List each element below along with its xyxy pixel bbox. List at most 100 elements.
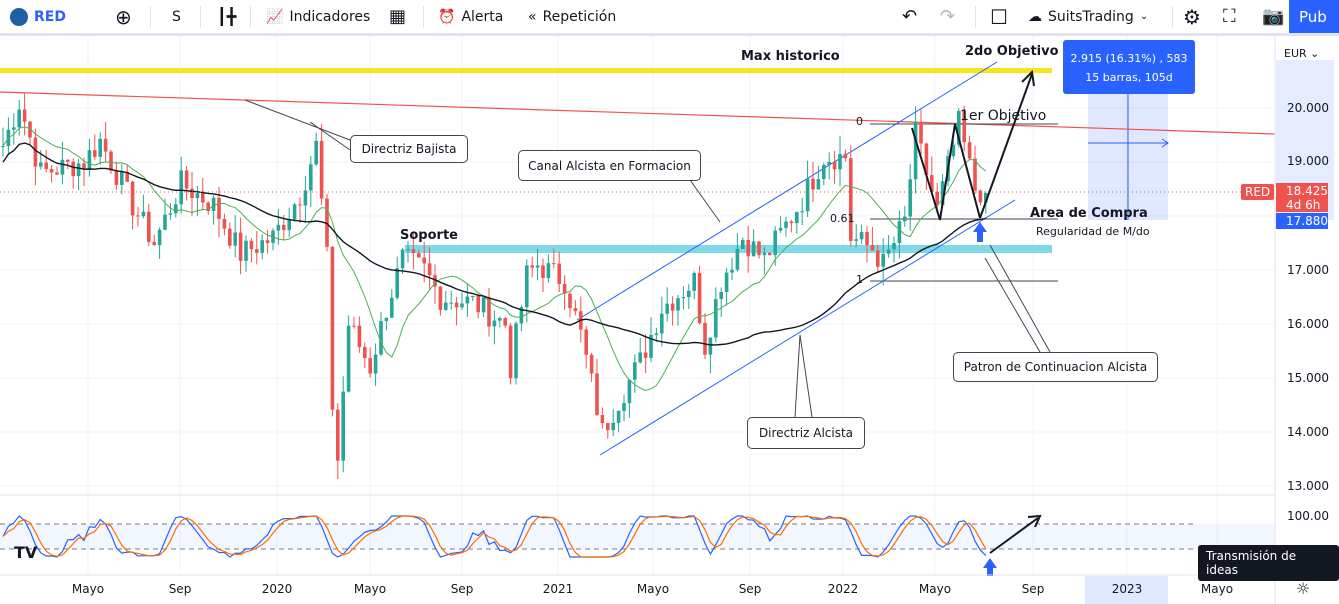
candle-body <box>411 249 416 254</box>
candle-body <box>152 241 156 246</box>
candle-body <box>39 162 43 167</box>
last-price: 18.425 <box>1286 184 1328 198</box>
channel-upper-line[interactable] <box>576 61 998 321</box>
candle-body <box>616 410 621 423</box>
callout-pointer <box>794 334 801 418</box>
directriz-alcista-callout[interactable]: Directriz Alcista <box>747 417 865 449</box>
max-historico-label: Max historico <box>741 49 840 64</box>
gear-icon[interactable]: ⚙ <box>1183 4 1201 29</box>
max-historico-band[interactable] <box>0 68 1052 73</box>
candle-body <box>665 303 669 314</box>
candles-icon[interactable]: ┃╋ <box>217 7 237 26</box>
candles <box>1 92 988 480</box>
expand-icon[interactable]: ⛶ <box>1223 6 1236 27</box>
candle-body <box>795 212 799 224</box>
target-arrow[interactable] <box>979 73 1033 219</box>
patron-callout[interactable]: Patron de Continuacion Alcista <box>953 352 1158 382</box>
time-tick: Mayo <box>71 582 105 596</box>
toolbar-divider <box>975 6 976 28</box>
toolbar-divider <box>250 6 251 28</box>
countdown: 4d 6h <box>1286 198 1321 212</box>
time-tick: Mayo <box>636 582 670 596</box>
undo-icon[interactable]: ↶ <box>902 6 918 27</box>
candle-body <box>568 293 572 309</box>
candle-body <box>487 297 491 327</box>
price-tick: 15.000 <box>1287 371 1329 385</box>
candle-body <box>492 320 497 327</box>
last-price-label: 18.425 4d 6h <box>1276 183 1328 212</box>
candle-body <box>546 263 551 278</box>
candle-body <box>449 302 453 304</box>
candle-body <box>33 137 38 167</box>
directriz-bajista-line[interactable] <box>0 91 1276 135</box>
interval-button[interactable]: S <box>172 8 181 25</box>
candle-body <box>346 325 351 392</box>
currency-button[interactable]: EUR ⌄ <box>1284 47 1319 60</box>
candle-body <box>892 243 896 250</box>
channel-lower-line[interactable] <box>599 199 1016 456</box>
candle-body <box>606 423 610 431</box>
candle-body <box>973 158 977 191</box>
chart-icon: 📈 <box>266 8 284 25</box>
candle-body <box>249 240 254 250</box>
camera-icon[interactable]: 📷 <box>1262 6 1285 27</box>
time-tick: Mayo <box>1200 582 1234 596</box>
zigzag-pattern[interactable] <box>911 123 981 221</box>
layouts-icon[interactable]: ▦ <box>389 6 407 27</box>
candle-body <box>600 414 605 424</box>
top-toolbar: RED ⊕ S ┃╋ 📈 Indicadores ▦ ⏰ Alerta « Repet… <box>0 0 1339 36</box>
candle-body <box>98 138 102 157</box>
account-button[interactable]: ☁ SuitsTrading ⌄ <box>1028 0 1148 33</box>
candle-body <box>309 164 313 191</box>
candle-body <box>314 140 318 165</box>
candle-body <box>962 110 966 143</box>
candle-body <box>800 211 804 213</box>
candle-body <box>751 241 756 257</box>
redo-icon[interactable]: ↷ <box>940 6 956 27</box>
candle-body <box>865 232 869 245</box>
directriz-bajista-callout[interactable]: Directriz Bajista <box>350 135 468 163</box>
cloud-icon: ☁ <box>1028 8 1042 25</box>
candle-body <box>552 263 556 265</box>
canal-callout[interactable]: Canal Alcista en Formacion <box>518 150 701 181</box>
candle-body <box>336 409 340 461</box>
indicators-button[interactable]: 📈 Indicadores <box>266 0 370 33</box>
callout-pointer <box>689 179 721 223</box>
replay-button[interactable]: « Repetición <box>528 0 616 33</box>
candle-body <box>778 227 783 231</box>
candle-body <box>654 333 659 335</box>
candle-body <box>368 358 372 374</box>
symbol-button[interactable]: RED <box>10 0 66 33</box>
candle-body <box>417 253 421 258</box>
settings-sun-icon[interactable]: ☼ <box>1295 579 1311 598</box>
candle-body <box>849 158 853 241</box>
sma-slow-line <box>2 142 986 346</box>
candle-body <box>222 218 227 229</box>
candle-body <box>503 318 507 326</box>
candle-body <box>530 265 534 268</box>
candle-body <box>82 163 86 170</box>
candle-body <box>28 121 32 138</box>
candle-body <box>649 334 653 358</box>
osc-arrow[interactable] <box>989 517 1039 554</box>
candle-body <box>881 253 885 267</box>
toolbar-divider <box>150 6 151 28</box>
candle-body <box>903 216 907 222</box>
publish-button[interactable]: Pub <box>1289 0 1339 33</box>
chart-canvas[interactable] <box>0 36 1339 604</box>
tradingview-logo-icon: TV <box>14 543 38 562</box>
candle-body <box>589 354 594 374</box>
logo-icon <box>10 7 28 26</box>
candle-body <box>330 246 335 410</box>
candle-body <box>670 303 675 311</box>
candle-body <box>816 179 821 190</box>
tooltip: Transmisión de ideas <box>1198 545 1339 581</box>
candle-body <box>843 153 848 159</box>
alert-button[interactable]: ⏰ Alerta <box>438 0 503 33</box>
add-symbol-icon[interactable]: ⊕ <box>115 4 132 29</box>
candle-body <box>228 228 232 246</box>
candle-body <box>147 211 151 242</box>
layout-square-icon[interactable]: ☐ <box>990 4 1008 29</box>
soporte-band[interactable] <box>405 245 1052 253</box>
candle-body <box>811 178 815 190</box>
